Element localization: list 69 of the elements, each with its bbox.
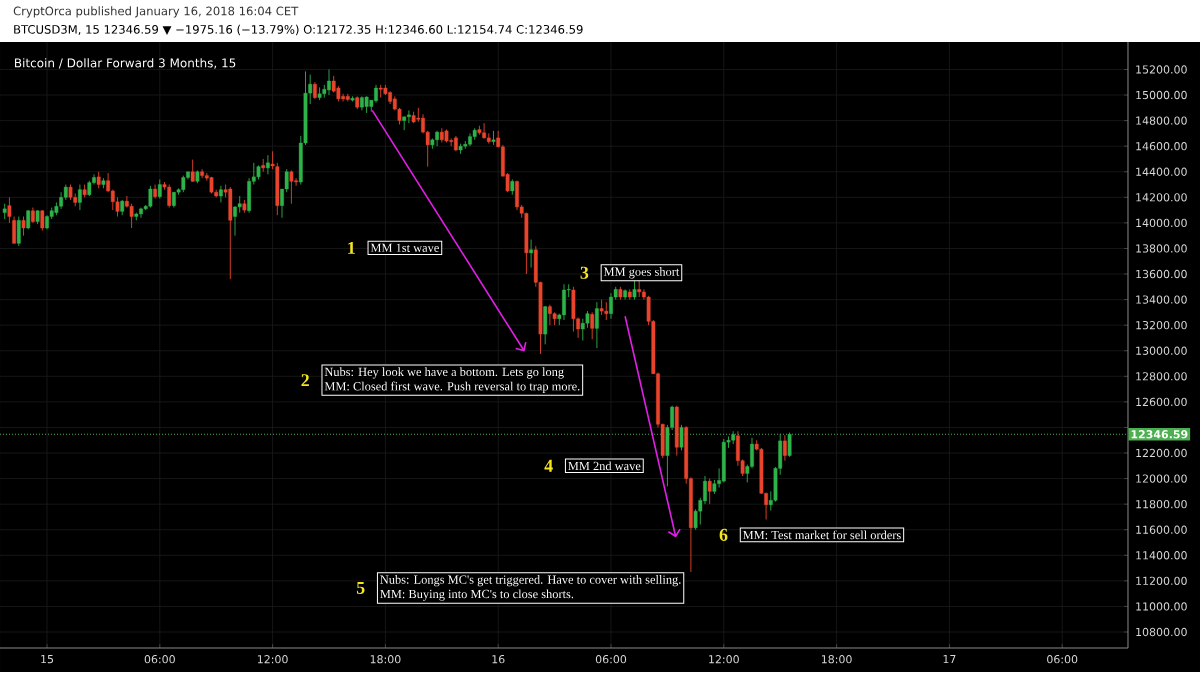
y-tick-label: 12800.00 [1136, 372, 1187, 381]
candlestick [529, 239, 533, 269]
y-tick-label: 12000.00 [1136, 474, 1187, 483]
annotation: MM 1st wave [370, 243, 439, 252]
candlestick [590, 311, 595, 340]
annotation: 2 [301, 374, 309, 387]
x-tick-label: 18:00 [370, 655, 401, 664]
candlestick [632, 279, 637, 301]
candlestick [12, 216, 16, 244]
annotation: MM: Test market for sell orders [743, 530, 901, 540]
y-tick-label: 13800.00 [1136, 244, 1187, 253]
x-tick-label: 16 [492, 655, 505, 664]
candlestick [707, 478, 712, 505]
y-tick-label: 14600.00 [1136, 142, 1187, 151]
x-tick-label: 06:00 [1047, 655, 1078, 664]
annotation: MM 2nd wave [568, 461, 641, 471]
x-tick-label: 06:00 [144, 655, 175, 664]
candlestick [219, 185, 223, 203]
y-tick-label: 14800.00 [1136, 116, 1187, 125]
candlestick [595, 301, 599, 349]
y-tick-label: 11400.00 [1136, 551, 1187, 560]
annotation: 1 [348, 241, 355, 254]
annotation: Nubs: Longs MC's get triggered. Have to cover with selling. [380, 575, 681, 587]
candlestick [78, 184, 82, 211]
y-tick-label: 14200.00 [1136, 193, 1187, 202]
ref-line-label: 12346.59 [1131, 430, 1188, 439]
y-tick-label: 15000.00 [1136, 90, 1187, 100]
candlestick [190, 159, 195, 183]
y-tick-label: 12600.00 [1136, 397, 1187, 407]
x-tick-label: 06:00 [595, 655, 627, 664]
text: Bitcoin / Dollar Forward 3 Months, 15 [15, 58, 236, 69]
chart-subtitle: BTCUSD3M, 15 12346.59 ▼ −1975.16 (−13.79%) O:12172.35 H:12346.60 L:12154.74 C:12346.59 [14, 24, 583, 36]
annotation: MM goes short [603, 267, 680, 279]
y-tick-label: 15200.00 [1136, 65, 1187, 74]
y-tick-label: 13200.00 [1136, 320, 1187, 330]
y-tick-label: 13600.00 [1136, 269, 1187, 279]
y-tick-label: 14000.00 [1136, 218, 1187, 228]
y-tick-label: 13000.00 [1136, 346, 1187, 355]
annotation: MM: Buying into MC's to close shorts. [380, 589, 574, 601]
x-tick-label: 17 [943, 655, 956, 664]
annotation: Nubs: Hey look we have a bottom. Lets go long [324, 367, 564, 379]
y-tick-label: 11600.00 [1136, 525, 1187, 534]
annotation: 3 [580, 266, 589, 279]
candlestick [7, 196, 12, 224]
annotation: 4 [544, 459, 553, 472]
candlestick [783, 434, 787, 462]
y-tick-label: 12200.00 [1136, 448, 1187, 458]
annotation: 5 [356, 581, 365, 594]
y-tick-label: 14400.00 [1136, 167, 1187, 176]
candlestick [679, 424, 684, 451]
candlestick [787, 432, 792, 458]
y-tick-label: 13400.00 [1136, 295, 1187, 304]
annotation: MM: Closed first wave. Push reversal to trap more. [324, 381, 580, 393]
x-tick-label: 12:00 [257, 655, 288, 664]
x-tick-label: 18:00 [821, 655, 852, 664]
y-tick-label: 11000.00 [1136, 602, 1187, 611]
candlestick [157, 178, 162, 200]
candlestick [40, 209, 45, 232]
candlestick [289, 170, 294, 205]
candlestick [266, 154, 270, 175]
x-tick-label: 12:00 [709, 655, 739, 664]
x-tick-label: 15 [41, 655, 54, 664]
candlestick [16, 216, 21, 247]
y-tick-label: 10800.00 [1136, 627, 1187, 637]
candlestick [21, 216, 26, 237]
annotation: 6 [719, 528, 728, 541]
text: CryptOrca published January 16, 2018 16:04 CET [13, 6, 299, 18]
y-tick-label: 11200.00 [1136, 576, 1187, 586]
y-tick-label: 11800.00 [1136, 499, 1187, 509]
